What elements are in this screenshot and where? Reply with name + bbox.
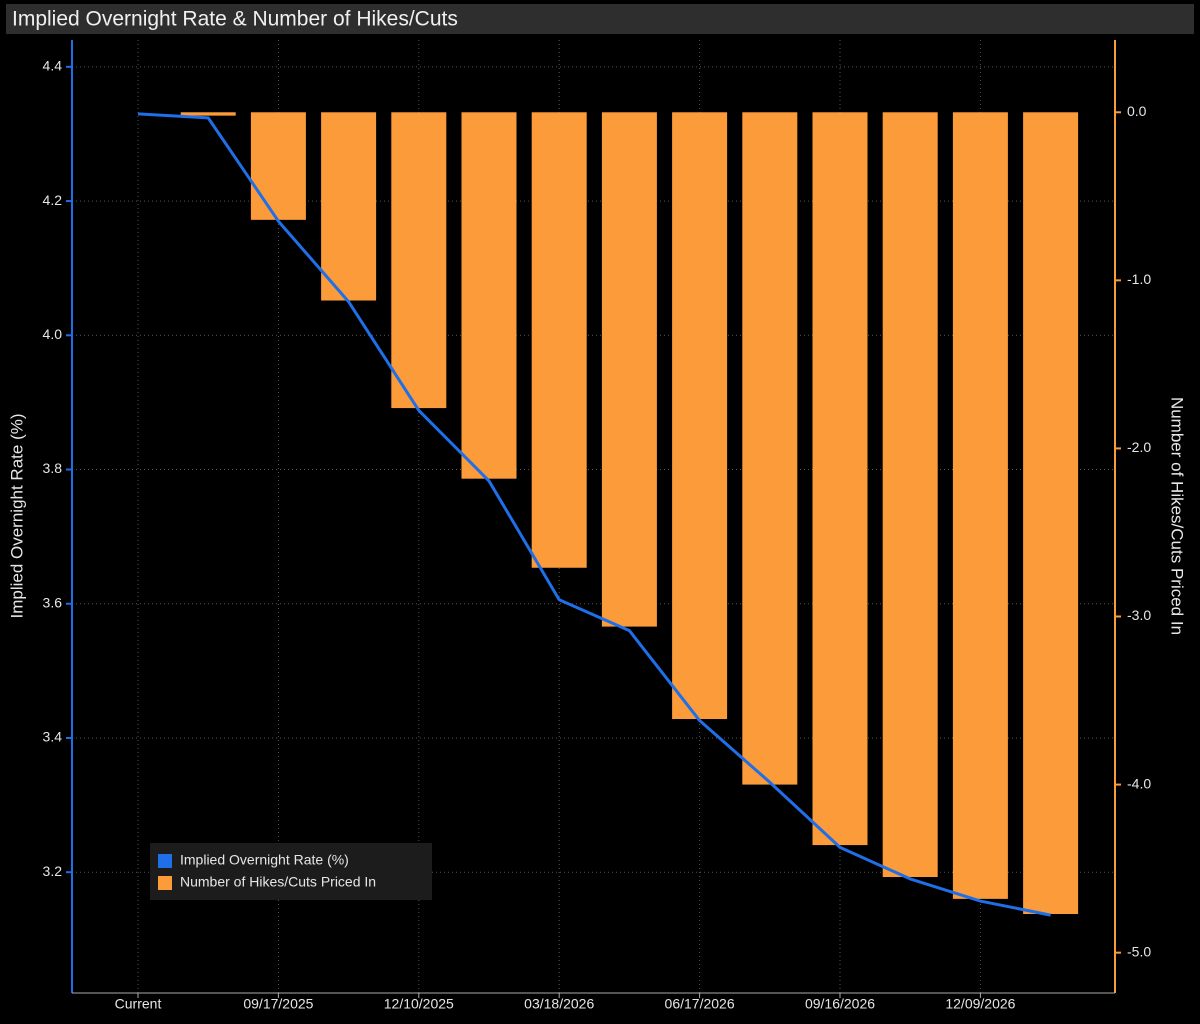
x-tick-label: 06/17/2026 — [665, 996, 735, 1012]
legend-box — [150, 843, 432, 900]
bar — [391, 112, 447, 409]
bar — [1023, 112, 1079, 915]
bar — [742, 112, 798, 785]
y2-tick-label: -3.0 — [1127, 607, 1151, 623]
bar — [952, 112, 1008, 899]
x-tick-label: 09/16/2026 — [805, 996, 875, 1012]
bar — [882, 112, 938, 878]
y-tick-label: 3.4 — [43, 729, 63, 745]
bar — [180, 112, 236, 116]
x-tick-label: 09/17/2025 — [243, 996, 313, 1012]
y-tick-label: 3.8 — [43, 460, 63, 476]
y2-tick-label: 0.0 — [1127, 103, 1147, 119]
bar — [812, 112, 868, 846]
legend-swatch — [158, 876, 172, 890]
y-axis-title: Implied Overnight Rate (%) — [7, 413, 26, 618]
x-tick-label: 12/10/2025 — [384, 996, 454, 1012]
x-tick-label: 12/09/2026 — [945, 996, 1015, 1012]
y-tick-label: 4.4 — [43, 58, 63, 74]
legend-swatch — [158, 854, 172, 868]
chart-title: Implied Overnight Rate & Number of Hikes… — [12, 8, 458, 31]
y2-tick-label: -4.0 — [1127, 775, 1151, 791]
legend-label: Implied Overnight Rate (%) — [180, 852, 349, 868]
y-tick-label: 4.0 — [43, 326, 63, 342]
y-tick-label: 3.2 — [43, 863, 63, 879]
x-tick-label: 03/18/2026 — [524, 996, 594, 1012]
legend-label: Number of Hikes/Cuts Priced In — [180, 874, 376, 890]
line — [137, 112, 1051, 917]
bar — [672, 112, 728, 720]
bar — [250, 112, 306, 220]
y2-axis-title: Number of Hikes/Cuts Priced In — [1168, 397, 1187, 635]
bar — [601, 112, 657, 627]
y-tick-label: 4.2 — [43, 192, 63, 208]
legend: Implied Overnight Rate (%) Number of Hike… — [150, 843, 432, 900]
y2-tick-label: -5.0 — [1127, 943, 1151, 959]
y2-tick-label: -1.0 — [1127, 271, 1151, 287]
bar — [321, 112, 377, 301]
title-bar — [6, 4, 1194, 34]
bar — [531, 112, 587, 568]
y2-tick-label: -2.0 — [1127, 439, 1151, 455]
bar — [461, 112, 517, 479]
x-tick-label: Current — [115, 996, 162, 1012]
y-tick-label: 3.6 — [43, 594, 63, 610]
